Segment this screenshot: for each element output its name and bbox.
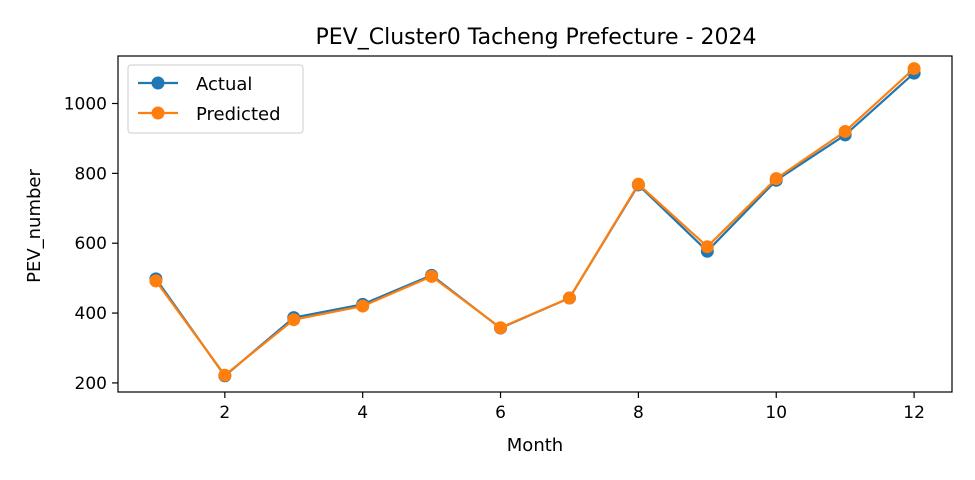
data-point-predicted — [425, 269, 439, 283]
data-point-predicted — [907, 62, 921, 76]
y-tick-label: 1000 — [64, 95, 107, 115]
legend-label-predicted: Predicted — [196, 104, 281, 125]
data-point-predicted — [700, 240, 714, 254]
data-point-predicted — [562, 291, 576, 305]
legend: Actual Predicted — [127, 64, 304, 134]
x-tick-label: 8 — [633, 403, 644, 423]
x-tick-label: 6 — [495, 403, 506, 423]
data-point-predicted — [631, 177, 645, 191]
y-tick-label: 600 — [75, 234, 107, 254]
data-point-predicted — [838, 124, 852, 138]
x-tick-label: 12 — [903, 403, 925, 423]
data-point-predicted — [218, 368, 232, 382]
legend-label-actual: Actual — [196, 74, 252, 95]
legend-marker-actual — [151, 76, 165, 90]
legend-marker-predicted — [151, 106, 165, 120]
series-line-predicted — [155, 67, 915, 377]
y-tick-label: 400 — [75, 304, 107, 324]
y-tick-label: 800 — [75, 164, 107, 184]
x-tick-label: 4 — [357, 403, 368, 423]
y-tick-label: 200 — [75, 374, 107, 394]
data-point-predicted — [769, 172, 783, 186]
plot-frame — [117, 55, 953, 393]
x-axis-label: Month — [507, 435, 563, 456]
x-tick-label: 2 — [219, 403, 230, 423]
data-point-predicted — [356, 299, 370, 313]
x-tick-label: 10 — [765, 403, 787, 423]
y-axis-label: PEV_number — [24, 169, 45, 283]
data-point-predicted — [149, 274, 163, 288]
data-point-predicted — [287, 313, 301, 327]
data-point-predicted — [494, 321, 508, 335]
chart-title: PEV_Cluster0 Tacheng Prefecture - 2024 — [316, 25, 757, 50]
